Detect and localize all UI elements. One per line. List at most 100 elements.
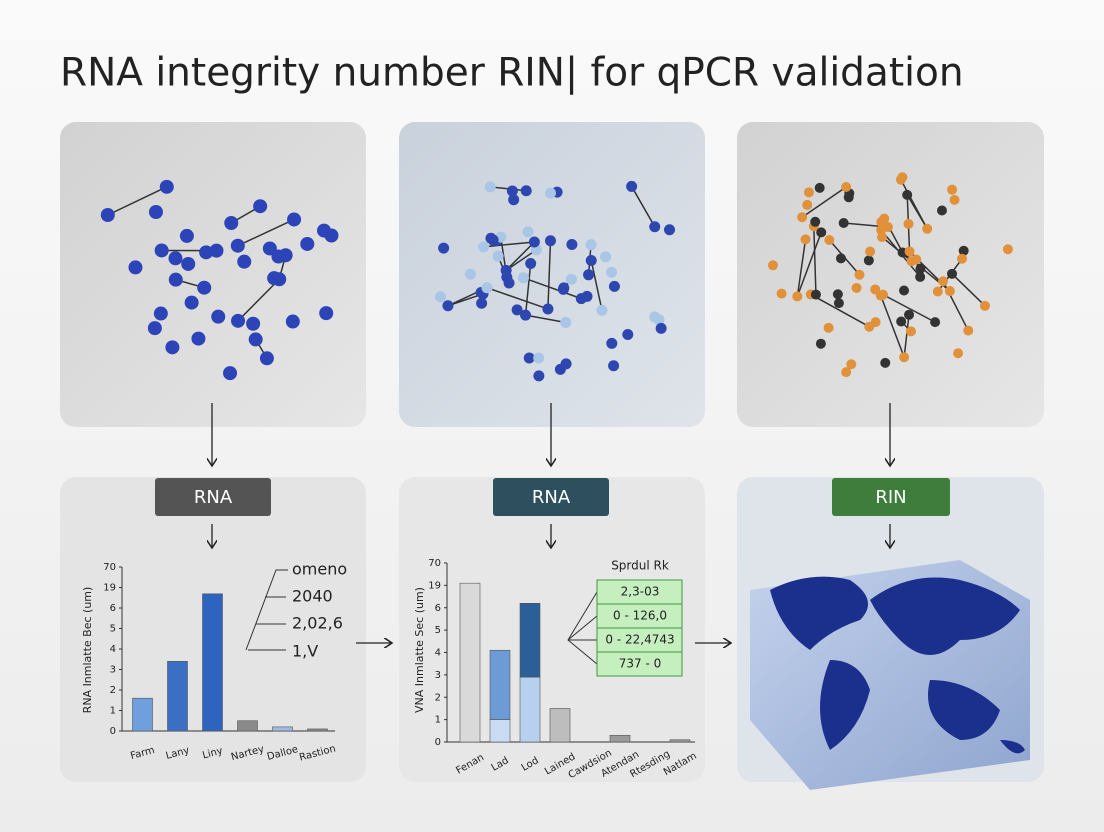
- atom: [810, 216, 821, 227]
- atom: [278, 248, 293, 263]
- bar: [202, 593, 223, 732]
- atom: [915, 263, 926, 274]
- annotation: 1,V: [292, 642, 318, 661]
- atom: [484, 181, 496, 193]
- atom: [897, 172, 908, 183]
- atom: [841, 182, 852, 193]
- atom: [285, 314, 300, 329]
- atom: [184, 295, 199, 310]
- stage-label: RNA: [194, 487, 233, 508]
- atom: [1002, 244, 1013, 255]
- bond: [882, 293, 936, 323]
- table-title: Sprdul Rk: [611, 559, 669, 573]
- bond: [107, 186, 168, 216]
- bond: [547, 240, 552, 310]
- y-tick-label: 3: [435, 670, 441, 681]
- bond: [810, 293, 870, 328]
- bar: [489, 649, 511, 720]
- y-tick-label: 2: [435, 692, 441, 703]
- atom: [664, 224, 676, 236]
- y-axis-label: VNA Inmlatte Sec (um): [413, 587, 426, 713]
- bond: [903, 314, 910, 358]
- table-cell-text: 0 - 126,0: [613, 609, 667, 623]
- x-tick-label: Liny: [201, 745, 224, 761]
- atom: [128, 260, 143, 275]
- bond: [525, 314, 566, 324]
- atom: [508, 194, 520, 206]
- y-tick-label: 0: [435, 737, 441, 748]
- y-tick-label: 0: [110, 726, 116, 737]
- atom: [802, 199, 813, 210]
- atom: [953, 348, 964, 359]
- bar: [167, 660, 188, 732]
- atom: [544, 235, 556, 247]
- atom: [944, 286, 955, 297]
- atom: [522, 226, 534, 238]
- atom: [542, 303, 554, 315]
- atom: [851, 282, 862, 293]
- atom: [511, 304, 523, 316]
- atom: [870, 317, 881, 328]
- globe-box: [750, 560, 1030, 790]
- title: RNA integrity number RIN| for qPCR valid…: [60, 51, 964, 96]
- table: 2,3-03 0 - 126,0 0 - 22,4743 737 - 0: [596, 579, 683, 677]
- atom: [248, 332, 263, 347]
- atom: [949, 194, 960, 205]
- atom: [622, 329, 634, 341]
- atom: [147, 321, 162, 336]
- bracket: [245, 569, 288, 651]
- atom: [566, 238, 578, 250]
- annotation: omeno: [292, 560, 347, 579]
- atom: [324, 228, 339, 243]
- bond: [523, 277, 582, 300]
- atom: [168, 272, 183, 287]
- atom: [191, 331, 206, 346]
- atom: [525, 258, 537, 270]
- bar: [272, 726, 293, 732]
- table-cell-text: 737 - 0: [619, 657, 662, 671]
- atom: [792, 291, 803, 302]
- table-cell: [596, 651, 683, 677]
- bar: [237, 720, 258, 732]
- atom: [903, 218, 914, 229]
- bond: [951, 273, 986, 307]
- atom: [958, 245, 969, 256]
- bar: [519, 676, 541, 743]
- y-tick-label: 1: [110, 706, 116, 717]
- atom: [938, 276, 949, 287]
- y-tick-label: 6: [435, 603, 441, 614]
- atom: [600, 251, 612, 263]
- atom: [246, 316, 261, 331]
- bond: [237, 218, 295, 247]
- atom: [533, 352, 545, 364]
- atom: [545, 187, 557, 199]
- y-axis-label: RNA Inmlatte Bec (um): [81, 587, 94, 714]
- atom: [520, 309, 532, 321]
- atom: [922, 223, 933, 234]
- atom: [565, 273, 577, 285]
- arrows: [212, 403, 890, 643]
- atom: [608, 360, 620, 372]
- bracket: [567, 591, 598, 665]
- atom: [560, 358, 572, 370]
- atom: [767, 260, 778, 271]
- atom: [606, 337, 618, 349]
- atom: [904, 309, 915, 320]
- atom: [596, 304, 608, 316]
- atom: [253, 199, 268, 214]
- bond: [590, 260, 603, 311]
- bond: [505, 249, 537, 271]
- stage-badge: [832, 478, 950, 516]
- atom: [936, 205, 947, 216]
- atom: [224, 216, 239, 231]
- atom: [148, 204, 163, 219]
- y-tick-label: 19: [103, 583, 116, 594]
- atom: [947, 268, 958, 279]
- atom: [478, 241, 490, 253]
- atom: [319, 306, 334, 321]
- y-tick-label: 70: [428, 558, 441, 569]
- table-cell-text: 2,3-03: [621, 585, 660, 599]
- atom: [485, 232, 497, 244]
